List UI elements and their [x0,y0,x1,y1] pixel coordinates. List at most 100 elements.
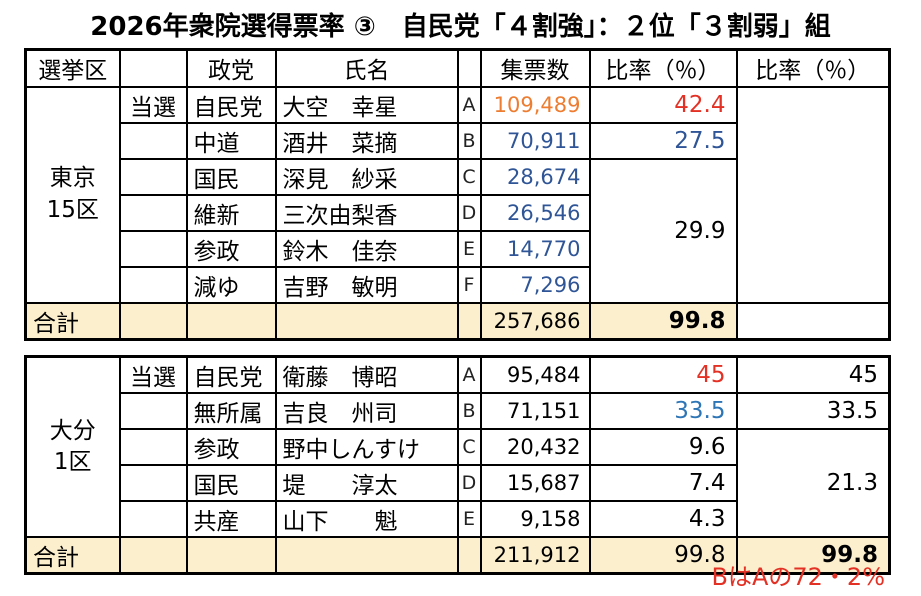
name-cell: 三次由梨香 [274,193,459,232]
header-votes: 集票数 [479,48,591,88]
code-cell: D [456,464,482,502]
name-cell: 野中しんすけ [274,428,459,466]
total-empty-cell [118,301,188,340]
ratio1-cell: 42.4 [588,85,738,124]
code-cell: A [456,355,482,394]
name-cell: 山下 魁 [274,500,459,538]
code-cell: B [456,121,482,160]
table-row: 国民 深見 紗采 C 28,674 29.9 [26,157,890,304]
name-cell: 酒井 菜摘 [274,121,459,160]
total-ratio2 [735,301,891,340]
total-empty-cell [274,536,459,575]
votes-cell: 14,770 [479,229,591,268]
total-ratio2: 99.8 [735,536,891,575]
district-line1: 大分 [49,417,96,444]
votes-cell: 7,296 [479,265,591,304]
total-empty-cell [185,301,277,340]
elected-cell [118,464,188,502]
header-ratio1: 比率（％） [588,48,738,88]
table-row: 中道 酒井 菜摘 B 70,911 27.5 [26,121,890,160]
votes-cell: 109,489 [479,85,591,124]
total-votes: 257,686 [479,301,591,340]
code-cell: F [456,265,482,304]
total-empty-cell [274,301,459,340]
header-row: 選挙区 政党 氏名 集票数 比率（％） 比率（％） [24,48,891,88]
party-cell: 自民党 [185,85,277,124]
table-row: 無所属 吉良 州司 B 71,151 33.5 33.5 [26,392,891,430]
elected-cell [118,392,188,430]
header-ratio2: 比率（％） [735,48,891,88]
elected-cell [118,500,188,538]
party-cell: 国民 [185,157,277,196]
party-cell: 減ゆ [185,265,277,304]
votes-cell: 15,687 [479,464,591,502]
code-cell: C [456,157,482,196]
elected-cell [118,428,188,466]
ratio1-cell: 33.5 [588,392,738,430]
tokyo15-table: 選挙区 政党 氏名 集票数 比率（％） 比率（％） 東京 15区 当選 自民党 … [24,48,891,341]
ratio2-merged-cell: 21.3 [735,428,891,538]
name-cell: 吉野 敏明 [274,265,459,304]
ratio2-cell: 45 [735,355,891,394]
code-cell: C [456,428,482,466]
table-row: 大分 1区 当選 自民党 衛藤 博昭 A 95,484 45 45 [24,355,891,538]
name-cell: 鈴木 佳奈 [274,229,459,268]
code-cell: A [456,85,482,124]
district-line1: 東京 [49,165,96,192]
total-empty-cell [118,536,188,575]
total-empty-cell [456,301,482,340]
elected-cell: 当選 [118,85,188,124]
total-ratio1: 99.8 [588,301,738,340]
party-cell: 国民 [185,464,277,502]
ratio1-cell: 27.5 [588,121,738,160]
party-cell: 無所属 [185,392,277,430]
elected-cell [118,229,188,268]
ratio2-merged-cell [735,85,891,304]
total-votes: 211,912 [479,536,591,575]
ratio1-cell: 4.3 [588,500,738,538]
total-label: 合計 [24,536,121,575]
table-row: 参政 野中しんすけ C 20,432 9.6 21.3 [26,428,891,538]
ratio2-cell: 33.5 [735,392,891,430]
header-party: 政党 [185,48,277,88]
page-title: 2026年衆院選得票率 ③ 自民党「４割強」：２位「３割弱」組 [90,12,831,42]
district-cell: 東京 15区 [24,85,121,304]
party-cell: 共産 [185,500,277,538]
name-cell: 衛藤 博昭 [274,355,459,394]
table-row: 減ゆ 吉野 敏明 F 7,296 [26,265,890,304]
name-cell: 深見 紗采 [274,157,459,196]
elected-cell [118,193,188,232]
total-row: 合計 257,686 99.8 [24,301,891,340]
oita1-table: 大分 1区 当選 自民党 衛藤 博昭 A 95,484 45 45 無所属 吉良… [24,355,891,575]
party-cell: 自民党 [185,355,277,394]
votes-cell: 20,432 [479,428,591,466]
party-cell: 維新 [185,193,277,232]
code-cell: E [456,500,482,538]
votes-cell: 71,151 [479,392,591,430]
footnote: BはAの72・2% [711,563,886,591]
total-empty-cell [185,536,277,575]
table-row: 共産 山下 魁 E 9,158 4.3 [26,500,890,538]
table-row: 国民 堤 淳太 D 15,687 7.4 [26,464,890,502]
district-cell: 大分 1区 [24,355,121,538]
name-cell: 吉良 州司 [274,392,459,430]
ratio1-cell: 9.6 [588,428,738,466]
name-cell: 堤 淳太 [274,464,459,502]
elected-cell: 当選 [118,355,188,394]
ratio1-cell: 7.4 [588,464,738,502]
ratio1-cell: 45 [588,355,738,394]
votes-cell: 9,158 [479,500,591,538]
ratio1-merged-cell: 29.9 [588,157,738,304]
table-row: 維新 三次由梨香 D 26,546 [26,193,890,232]
party-cell: 中道 [185,121,277,160]
elected-cell [118,157,188,196]
elected-cell [118,121,188,160]
votes-cell: 28,674 [479,157,591,196]
table-row: 東京 15区 当選 自民党 大空 幸星 A 109,489 42.4 [24,85,891,304]
party-cell: 参政 [185,428,277,466]
header-name: 氏名 [274,48,459,88]
code-cell: E [456,229,482,268]
district-line2: 1区 [53,449,92,475]
total-ratio1: 99.8 [588,536,738,575]
header-district: 選挙区 [24,48,121,88]
